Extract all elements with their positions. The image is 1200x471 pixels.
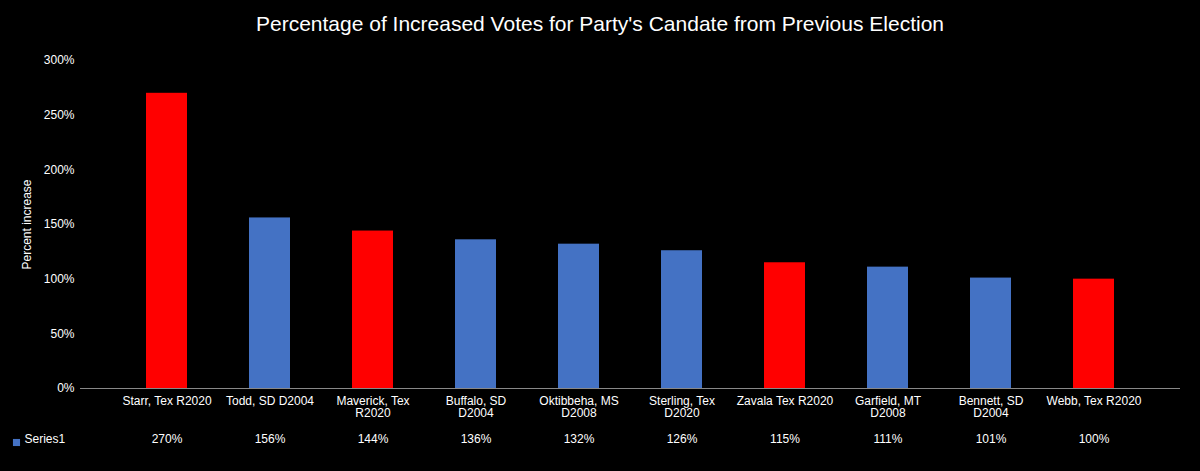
svg-text:Garfield, MTD2008: Garfield, MTD2008	[855, 394, 922, 420]
svg-text:250%: 250%	[44, 108, 75, 122]
svg-text:156%: 156%	[255, 432, 286, 446]
svg-text:101%: 101%	[976, 432, 1007, 446]
svg-text:Series1: Series1	[25, 432, 66, 446]
svg-text:Maverick, TexR2020: Maverick, TexR2020	[336, 394, 409, 420]
svg-text:270%: 270%	[152, 432, 183, 446]
svg-text:144%: 144%	[358, 432, 389, 446]
svg-text:Sterling, TexD2020: Sterling, TexD2020	[649, 394, 715, 420]
svg-text:Oktibbeha, MSD2008: Oktibbeha, MSD2008	[539, 394, 618, 420]
svg-text:115%: 115%	[770, 432, 800, 446]
svg-text:Starr, Tex R2020: Starr, Tex R2020	[122, 394, 211, 408]
svg-text:Webb, Tex R2020: Webb, Tex R2020	[1047, 394, 1142, 408]
svg-text:Buffalo, SDD2004: Buffalo, SDD2004	[446, 394, 507, 420]
svg-text:111%: 111%	[874, 432, 903, 446]
svg-text:50%: 50%	[50, 327, 74, 341]
svg-text:132%: 132%	[564, 432, 595, 446]
svg-text:200%: 200%	[44, 163, 75, 177]
svg-text:300%: 300%	[44, 53, 75, 67]
svg-text:150%: 150%	[44, 217, 75, 231]
html-text:Percentage of Increased Votes: Percentage of Increased Votes for Party'…	[256, 12, 944, 35]
svg-text:Bennett, SDD2004: Bennett, SDD2004	[959, 394, 1024, 420]
svg-text:126%: 126%	[667, 432, 698, 446]
svg-text:136%: 136%	[461, 432, 492, 446]
svg-text:Todd, SD D2004: Todd, SD D2004	[226, 394, 314, 408]
svg-text:100%: 100%	[44, 272, 75, 286]
svg-text:100%: 100%	[1079, 432, 1110, 446]
svg-text:Percent increase: Percent increase	[20, 179, 34, 269]
svg-text:0%: 0%	[57, 381, 75, 395]
svg-text:Zavala Tex R2020: Zavala Tex R2020	[737, 394, 834, 408]
